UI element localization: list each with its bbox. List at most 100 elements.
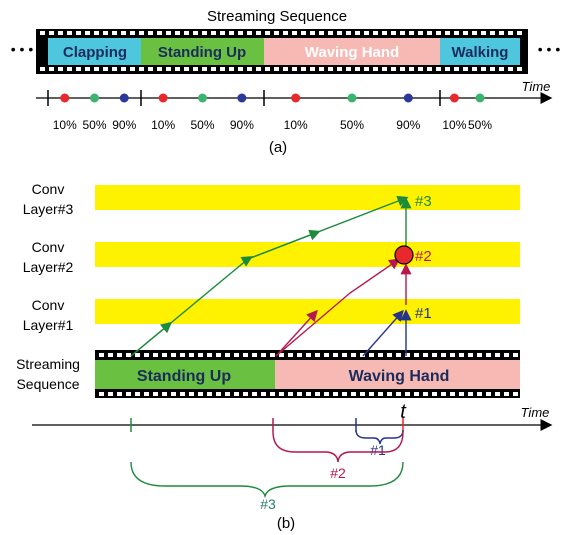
perforation-hole bbox=[378, 353, 383, 357]
perforation-hole bbox=[337, 67, 342, 71]
perforation-hole bbox=[175, 31, 180, 35]
perforation-hole bbox=[495, 353, 500, 357]
sample-dot bbox=[60, 93, 70, 103]
conv-layer-1-band bbox=[95, 299, 520, 324]
perforation-hole bbox=[252, 353, 257, 357]
perforation-hole bbox=[270, 353, 275, 357]
perforation-hole bbox=[166, 67, 171, 71]
perforation-hole bbox=[270, 392, 275, 396]
perforation-hole bbox=[441, 353, 446, 357]
time-label-a: Time bbox=[522, 79, 551, 94]
perforation-hole bbox=[441, 392, 446, 396]
panel-a-title: Streaming Sequence bbox=[207, 8, 347, 25]
perforation-hole bbox=[454, 31, 459, 35]
perforation-hole bbox=[508, 67, 513, 71]
perforation-hole bbox=[243, 353, 248, 357]
perforation-hole bbox=[274, 67, 279, 71]
perforation-hole bbox=[243, 392, 248, 396]
perforation-hole bbox=[378, 392, 383, 396]
perforation-hole bbox=[459, 353, 464, 357]
brace-3 bbox=[130, 461, 404, 499]
brace-1 bbox=[355, 429, 404, 445]
perforation-hole bbox=[220, 67, 225, 71]
perforation-hole bbox=[67, 31, 72, 35]
time-label-b: Time bbox=[521, 405, 550, 420]
perforation-hole bbox=[301, 31, 306, 35]
perforation-hole bbox=[58, 67, 63, 71]
perforation-hole bbox=[319, 67, 324, 71]
perforation-hole bbox=[400, 31, 405, 35]
perforation-hole bbox=[265, 31, 270, 35]
perforation-hole bbox=[499, 31, 504, 35]
perforation-hole bbox=[67, 67, 72, 71]
perforation-hole bbox=[495, 392, 500, 396]
perforation-hole bbox=[486, 392, 491, 396]
segment-b-label-standing-up: Standing Up bbox=[137, 368, 231, 385]
perforation-hole bbox=[360, 353, 365, 357]
blue-path bbox=[362, 309, 412, 357]
perforation-hole bbox=[450, 392, 455, 396]
perforation-hole bbox=[108, 392, 113, 396]
perforation-hole bbox=[49, 67, 54, 71]
tick-label: 90% bbox=[396, 118, 420, 132]
perforation-hole bbox=[180, 353, 185, 357]
stream-label: Streaming Sequence bbox=[16, 356, 80, 392]
perforation-hole bbox=[139, 31, 144, 35]
perforation-hole bbox=[306, 392, 311, 396]
perforation-hole bbox=[387, 392, 392, 396]
perforation-hole bbox=[418, 31, 423, 35]
sample-tick-labels: 10% 50% 90% 10% 50% 90% 10% 50% 90% 10% 50% bbox=[53, 118, 493, 132]
perforation-hole bbox=[490, 31, 495, 35]
perforation-hole bbox=[396, 353, 401, 357]
perforation-hole bbox=[202, 31, 207, 35]
perforation-hole bbox=[40, 67, 45, 71]
sample-dot bbox=[158, 93, 168, 103]
perforation-hole bbox=[171, 353, 176, 357]
perforation-hole bbox=[144, 392, 149, 396]
perforation-hole bbox=[342, 392, 347, 396]
perforation-hole bbox=[153, 392, 158, 396]
perforation-hole bbox=[310, 67, 315, 71]
perforation-hole bbox=[193, 31, 198, 35]
perforation-hole bbox=[333, 353, 338, 357]
perforation-hole bbox=[234, 392, 239, 396]
tick-label: 90% bbox=[112, 118, 136, 132]
perforation-hole bbox=[171, 392, 176, 396]
perforation-hole bbox=[351, 353, 356, 357]
perforation-hole bbox=[459, 392, 464, 396]
perforation-hole bbox=[315, 392, 320, 396]
perforation-hole bbox=[193, 67, 198, 71]
perforation-hole bbox=[238, 31, 243, 35]
perforation-hole bbox=[481, 67, 486, 71]
perforation-hole bbox=[432, 353, 437, 357]
perforation-hole bbox=[328, 31, 333, 35]
perforation-hole bbox=[387, 353, 392, 357]
perforation-hole bbox=[472, 67, 477, 71]
perforation-hole bbox=[76, 67, 81, 71]
perforation-hole bbox=[445, 31, 450, 35]
perforation-hole bbox=[121, 67, 126, 71]
perforation-hole bbox=[162, 353, 167, 357]
perforation-hole bbox=[508, 31, 513, 35]
perforation-hole bbox=[103, 67, 108, 71]
perforation-hole bbox=[162, 392, 167, 396]
brace-label-2: #2 bbox=[330, 465, 346, 481]
film-strip-a: Clapping Standing Up Waving Hand Walking bbox=[36, 29, 528, 74]
perforation-hole bbox=[94, 31, 99, 35]
perforation-hole bbox=[211, 31, 216, 35]
perforation-hole bbox=[342, 353, 347, 357]
perforation-hole bbox=[99, 392, 104, 396]
sample-dots bbox=[60, 93, 485, 103]
perforation-hole bbox=[274, 31, 279, 35]
perforation-hole bbox=[211, 67, 216, 71]
perforation-hole bbox=[184, 31, 189, 35]
layer-label-1: Conv Layer#1 bbox=[23, 297, 74, 333]
segment-label-clapping: Clapping bbox=[63, 44, 127, 61]
perforation-hole bbox=[225, 353, 230, 357]
segment-b-standing-up bbox=[95, 360, 275, 389]
perforation-hole bbox=[463, 31, 468, 35]
perforation-hole bbox=[58, 31, 63, 35]
perforation-hole bbox=[175, 67, 180, 71]
segment-label-walking: Walking bbox=[452, 44, 509, 61]
